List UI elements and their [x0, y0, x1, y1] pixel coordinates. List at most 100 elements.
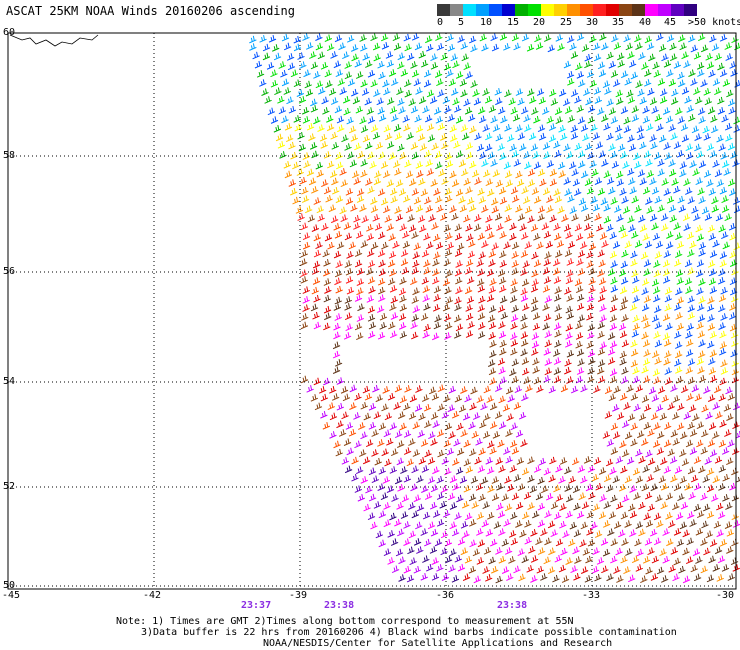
wind-barb	[683, 223, 691, 231]
wind-barb	[485, 529, 493, 537]
wind-barb	[320, 141, 328, 149]
wind-barb	[399, 277, 407, 285]
wind-barb	[473, 575, 481, 584]
wind-barb	[503, 43, 511, 51]
wind-barb	[690, 564, 698, 573]
wind-barb	[441, 177, 449, 185]
wind-barb	[491, 197, 499, 206]
wind-barb	[419, 224, 427, 233]
wind-barb	[668, 565, 676, 573]
wind-barb	[683, 178, 691, 187]
wind-barb	[675, 350, 683, 359]
wind-barb	[571, 213, 579, 222]
wind-barb	[436, 43, 445, 51]
wind-barb	[380, 161, 389, 169]
wind-barb	[640, 251, 649, 260]
note-line-2: 3)Data buffer is 22 hrs from 20160206 4)…	[141, 627, 677, 638]
wind-barb	[630, 339, 638, 348]
wind-barb	[657, 431, 665, 439]
wind-barb	[330, 131, 338, 140]
wind-barb	[286, 96, 294, 105]
wind-barb	[708, 188, 716, 196]
wind-barb	[511, 260, 519, 268]
wind-barb	[342, 393, 351, 402]
wind-barb	[713, 520, 722, 529]
wind-barb	[510, 332, 518, 340]
wind-barb	[566, 376, 574, 384]
wind-barb	[558, 564, 567, 573]
wind-barb	[728, 106, 736, 115]
wind-barb	[586, 186, 595, 195]
wind-barb	[561, 214, 569, 222]
wind-barb	[675, 250, 683, 258]
legend-label-30: 30	[586, 17, 599, 28]
wind-barb	[270, 79, 279, 88]
wind-barb	[707, 260, 716, 268]
wind-barb	[459, 476, 468, 484]
wind-barb	[708, 422, 717, 430]
wind-barb	[594, 96, 603, 104]
wind-barb	[325, 194, 333, 203]
wind-barb	[378, 268, 387, 277]
wind-barb	[706, 143, 715, 151]
wind-barb	[378, 467, 386, 475]
wind-barb	[376, 305, 385, 313]
wind-barb	[619, 286, 628, 295]
wind-barb	[651, 278, 660, 287]
wind-barb	[622, 494, 630, 503]
wind-barb	[310, 104, 319, 113]
wind-barb	[554, 195, 563, 204]
wind-barb	[549, 456, 557, 465]
wind-barb	[448, 564, 456, 573]
wind-barb	[438, 169, 446, 177]
wind-barb	[665, 322, 673, 331]
wind-barb	[424, 492, 433, 500]
wind-barb	[403, 402, 411, 411]
wind-barb	[329, 170, 338, 178]
wind-barb	[644, 69, 652, 77]
wind-barb	[542, 107, 550, 115]
wind-barb	[599, 304, 607, 312]
wind-barb	[660, 88, 668, 97]
wind-barb	[396, 502, 404, 510]
wind-barb	[649, 528, 658, 537]
wind-barb	[430, 62, 439, 70]
wind-barb	[649, 177, 657, 186]
wind-barb	[426, 89, 435, 98]
wind-barb	[387, 259, 396, 268]
wind-barb	[648, 386, 657, 395]
wind-barb	[436, 429, 445, 438]
wind-barb	[445, 296, 454, 305]
wind-barb	[487, 466, 495, 475]
wind-barb	[654, 321, 662, 330]
wind-barb	[416, 546, 424, 554]
wind-barb	[642, 186, 651, 195]
wind-barb	[695, 556, 703, 564]
wind-barb	[364, 392, 373, 401]
wind-barb	[478, 447, 486, 456]
wind-barb	[431, 392, 440, 401]
wind-barb	[720, 152, 728, 160]
wind-barb	[441, 573, 450, 581]
wind-barb	[360, 43, 368, 52]
wind-barb	[487, 314, 496, 323]
legend-swatch-18	[671, 4, 684, 16]
wind-barb	[306, 122, 315, 131]
wind-barb	[398, 574, 406, 582]
wind-barb	[315, 80, 324, 89]
wind-barb	[587, 331, 595, 339]
wind-barb	[436, 475, 444, 484]
wind-barb	[397, 98, 405, 106]
wind-barb	[663, 357, 671, 366]
wind-barb	[487, 485, 495, 493]
wind-barb	[323, 151, 332, 159]
wind-barb	[510, 339, 519, 347]
wind-barb	[646, 42, 655, 51]
wind-barb	[465, 186, 473, 195]
wind-barb	[499, 285, 507, 293]
wind-barb	[673, 557, 681, 566]
wind-barb	[390, 538, 399, 546]
wind-barb	[609, 231, 617, 240]
wind-barb	[714, 546, 723, 555]
wind-barb	[700, 446, 708, 455]
